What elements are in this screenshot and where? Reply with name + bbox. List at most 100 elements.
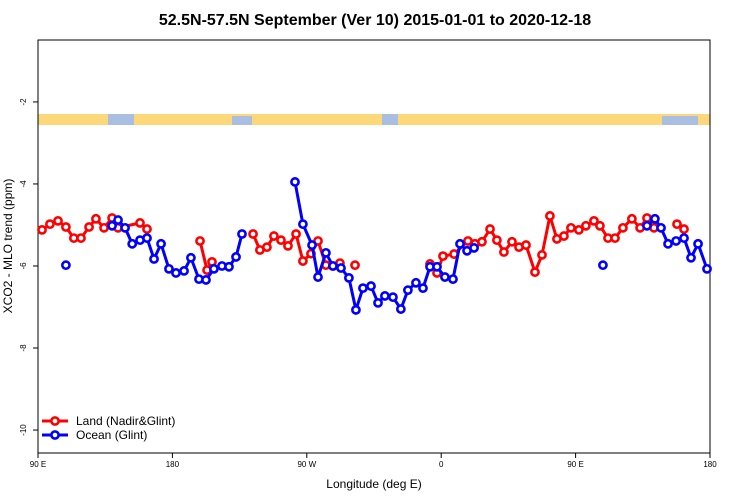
y-tick-label: -10 <box>19 424 28 436</box>
data-point <box>679 233 689 243</box>
data-point <box>248 229 258 239</box>
data-point <box>598 260 608 271</box>
data-point <box>171 268 181 278</box>
data-point <box>626 213 637 224</box>
data-point <box>276 235 286 246</box>
data-point <box>298 256 308 266</box>
data-point <box>686 252 696 263</box>
x-tick-label: 0 <box>439 460 444 469</box>
data-point <box>589 215 599 226</box>
data-point <box>313 272 323 282</box>
data-point <box>237 229 247 239</box>
y-tick-label: -6 <box>19 262 28 270</box>
data-point <box>290 177 300 187</box>
data-point <box>642 213 652 223</box>
data-point <box>649 213 660 224</box>
data-point <box>702 263 712 274</box>
data-point <box>107 220 117 231</box>
data-point <box>135 218 145 228</box>
data-point <box>402 285 413 296</box>
data-point <box>477 236 487 247</box>
y-tick-label: -2 <box>19 98 28 106</box>
land-ocean-strip <box>38 114 710 125</box>
data-point <box>530 267 540 278</box>
data-point <box>350 260 360 271</box>
x-tick-label: 90 E <box>30 460 46 469</box>
data-point <box>411 277 421 288</box>
data-point <box>388 292 398 303</box>
x-tick-label: 90 E <box>567 460 583 469</box>
data-point <box>328 261 338 271</box>
data-point <box>291 229 301 239</box>
data-point <box>672 219 682 230</box>
data-point <box>53 215 63 226</box>
data-point <box>37 224 47 235</box>
data-point <box>351 304 361 315</box>
data-point <box>642 220 652 231</box>
y-tick-label: -8 <box>19 344 28 352</box>
data-point <box>693 238 703 249</box>
data-point <box>142 233 152 243</box>
legend-marker <box>50 430 60 440</box>
data-point <box>448 274 458 285</box>
data-point <box>573 224 584 235</box>
data-point <box>366 281 376 291</box>
data-point <box>120 222 130 233</box>
legend-marker <box>50 416 60 426</box>
data-point <box>610 233 620 243</box>
y-axis-label: XCO2 - MLO trend (ppm) <box>1 179 15 314</box>
data-point <box>485 224 495 234</box>
data-point <box>209 263 219 274</box>
data-point <box>164 263 174 274</box>
data-point <box>321 247 331 258</box>
data-point <box>186 252 196 263</box>
data-point <box>418 283 428 294</box>
data-point <box>61 222 71 232</box>
data-point <box>113 215 123 225</box>
data-point <box>618 222 628 233</box>
data-point <box>469 243 479 253</box>
data-point <box>283 240 293 251</box>
data-point <box>127 238 138 249</box>
data-point <box>537 250 547 260</box>
data-point <box>149 254 159 264</box>
data-point <box>298 219 308 230</box>
data-point <box>224 261 234 272</box>
data-point <box>179 266 189 276</box>
data-point <box>76 233 86 243</box>
data-point <box>581 220 591 231</box>
data-point <box>671 236 682 246</box>
legend-label: Ocean (Glint) <box>76 428 147 442</box>
data-point <box>559 231 569 241</box>
data-point <box>201 275 211 285</box>
data-point <box>663 238 673 249</box>
plot-frame <box>37 39 711 454</box>
data-point <box>545 211 555 221</box>
data-point <box>344 272 354 283</box>
data-point <box>595 220 605 231</box>
x-tick-label: 180 <box>166 460 180 469</box>
data-point <box>45 219 55 230</box>
data-point <box>195 236 205 246</box>
data-point <box>455 238 465 249</box>
data-point <box>395 304 406 314</box>
data-point <box>679 224 689 234</box>
data-point <box>336 263 346 273</box>
data-point <box>142 224 152 234</box>
data-point <box>492 235 502 246</box>
data-point <box>99 222 109 233</box>
data-point <box>84 222 94 232</box>
x-tick-label: 90 W <box>297 460 316 469</box>
data-point <box>440 272 450 282</box>
x-axis-label: Longitude (deg E) <box>326 477 421 491</box>
data-point <box>91 213 101 224</box>
data-point <box>521 240 531 250</box>
data-point <box>156 238 166 249</box>
data-point <box>358 283 368 294</box>
data-point <box>269 231 279 241</box>
legend-label: Land (Nadir&Glint) <box>76 414 175 428</box>
x-tick-label: 180 <box>703 460 717 469</box>
data-point <box>566 222 576 233</box>
data-point <box>231 252 241 262</box>
